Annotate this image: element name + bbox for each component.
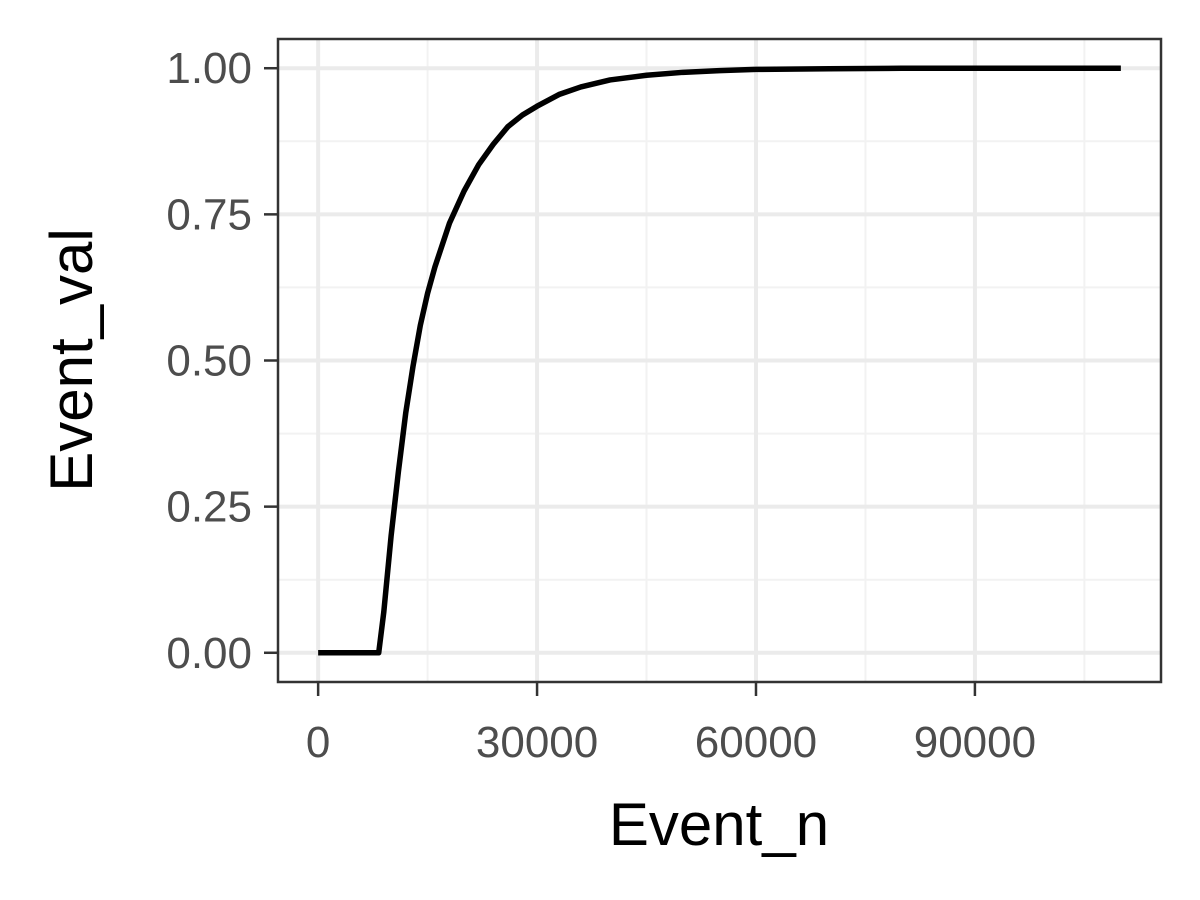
major-gridlines xyxy=(278,39,1161,682)
x-axis-ticks xyxy=(316,682,977,696)
y-axis-title: Event_val xyxy=(38,228,105,492)
x-axis-title: Event_n xyxy=(609,791,829,858)
series-layer xyxy=(318,65,1121,656)
minor-gridlines xyxy=(278,39,1161,682)
x-tick-label: 0 xyxy=(306,718,330,767)
series-line xyxy=(318,65,1121,656)
x-axis-tick-labels: 0 30000 60000 90000 xyxy=(306,718,1036,767)
x-tick-label: 30000 xyxy=(476,718,598,767)
y-tick-label: 1.00 xyxy=(166,44,252,93)
y-axis-ticks xyxy=(264,66,278,655)
y-tick-label: 0.00 xyxy=(166,629,252,678)
y-axis-tick-labels: 0.00 0.25 0.50 0.75 1.00 xyxy=(166,44,252,678)
y-tick-label: 0.75 xyxy=(166,190,252,239)
x-tick-label: 90000 xyxy=(914,718,1036,767)
x-tick-label: 60000 xyxy=(695,718,817,767)
y-tick-label: 0.25 xyxy=(166,483,252,532)
y-tick-label: 0.50 xyxy=(166,337,252,386)
